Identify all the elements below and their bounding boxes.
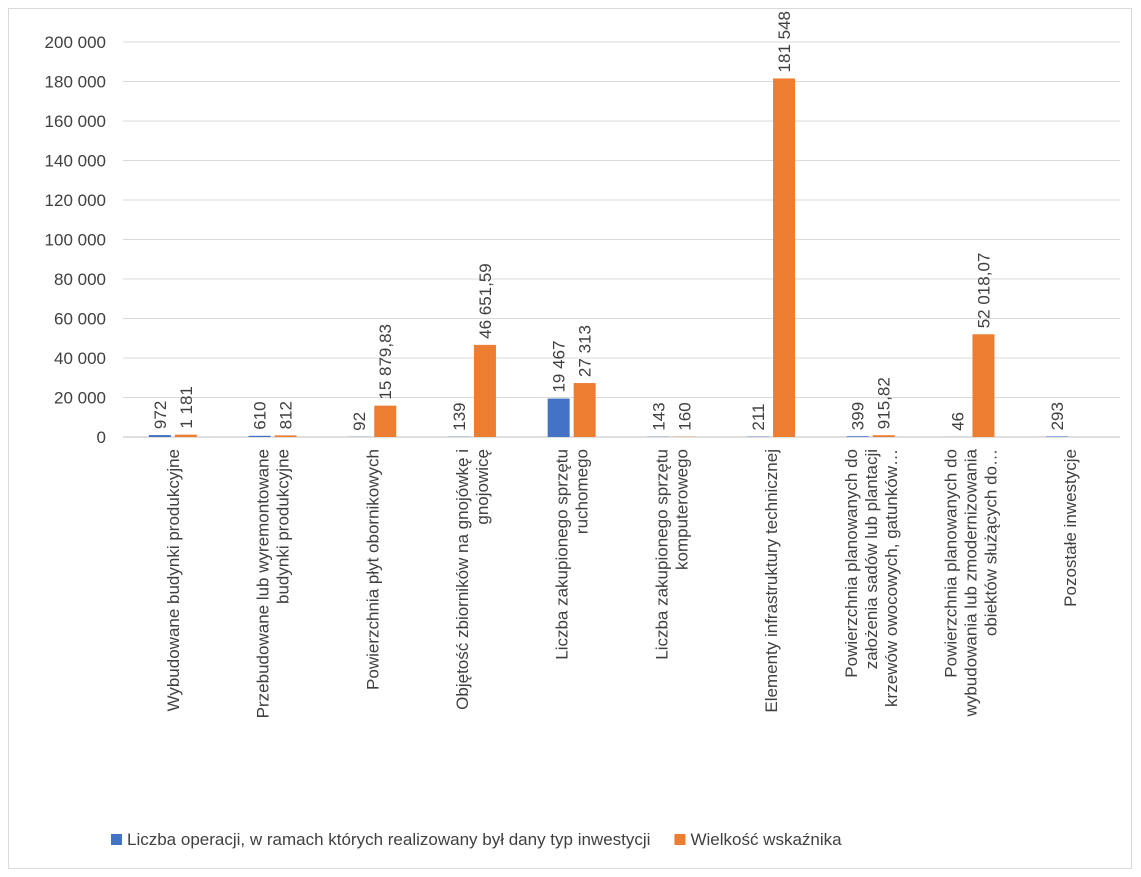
y-tick-label: 80 000 — [54, 270, 106, 289]
data-label-indicator: 1 181 — [177, 386, 196, 429]
category-label: Liczba zakupionego sprzętu — [553, 449, 572, 660]
bar-indicator — [274, 435, 297, 437]
x-axis: Wybudowane budynki produkcyjne Przebudowa… — [164, 448, 1080, 718]
category-label: budynki produkcyjne — [274, 449, 293, 604]
bar-indicator — [872, 435, 895, 437]
bars — [148, 78, 1069, 438]
bar-operations — [148, 435, 171, 437]
legend-swatch-operations — [111, 834, 122, 845]
category-label: Wybudowane budynki produkcyjne — [164, 449, 183, 712]
bar-operations — [547, 398, 570, 437]
bar-operations — [1046, 436, 1069, 437]
category-label: gnojowicę — [473, 449, 492, 525]
bar-operations — [846, 436, 869, 437]
data-label-indicator: 27 313 — [576, 325, 595, 377]
y-tick-label: 120 000 — [45, 191, 106, 210]
data-label-indicator: 46 651,59 — [476, 263, 495, 339]
category-label: wybudowania lub zmodernizowania — [961, 448, 980, 717]
data-label-operations: 139 — [450, 402, 469, 430]
category-label: Objętość zbiorników na gnojówkę i — [453, 449, 472, 710]
data-label-operations: 211 — [749, 403, 768, 430]
y-tick-label: 140 000 — [45, 152, 106, 171]
bar-indicator — [773, 78, 796, 438]
bar-indicator — [374, 405, 397, 437]
data-label-operations: 143 — [649, 402, 668, 430]
category-label: krzewów owocowych, gatunków… — [882, 449, 901, 707]
category-label: Powierzchnia planowanych do — [941, 449, 960, 678]
data-label-operations: 399 — [849, 402, 868, 430]
bar-indicator — [174, 434, 197, 437]
category-label: Powierzchnia płyt obornikowych — [363, 449, 382, 690]
y-tick-label: 180 000 — [45, 73, 106, 92]
data-label-operations: 972 — [151, 401, 170, 429]
gridlines — [123, 41, 1120, 438]
data-label-indicator: 812 — [277, 401, 296, 429]
category-label: Przebudowane lub wyremontowane — [254, 449, 273, 718]
category-label: Powierzchnia planowanych do — [842, 449, 861, 678]
category-label: komputerowego — [672, 449, 691, 570]
category-label: Pozostałe inwestycje — [1061, 449, 1080, 607]
category-label: Liczba zakupionego sprzętu — [652, 449, 671, 660]
data-label-indicator: 915,82 — [875, 377, 894, 429]
y-tick-label: 40 000 — [54, 349, 106, 368]
y-tick-label: 20 000 — [54, 389, 106, 408]
data-label-operations: 293 — [1048, 402, 1067, 430]
legend-label-operations: Liczba operacji, w ramach których realiz… — [127, 830, 650, 849]
bar-indicator — [573, 383, 596, 437]
y-tick-label: 160 000 — [45, 112, 106, 131]
data-label-operations: 19 467 — [550, 341, 569, 393]
data-label-indicator: 15 879,83 — [376, 324, 395, 400]
data-label-operations: 610 — [251, 401, 270, 429]
y-tick-label: 100 000 — [45, 231, 106, 250]
y-axis: 0 20 000 40 000 60 000 80 000 100 000 120 000 1… — [45, 33, 106, 447]
category-label: obiektów służących do… — [981, 449, 1000, 636]
category-label: Elementy infrastruktury technicznej — [762, 449, 781, 713]
category-label: założenia sadów lub plantacji — [862, 449, 881, 669]
legend: Liczba operacji, w ramach których realiz… — [111, 830, 842, 849]
data-label-indicator: 52 018,07 — [974, 253, 993, 329]
y-tick-label: 0 — [97, 428, 106, 447]
bar-indicator — [473, 344, 496, 437]
legend-label-indicator: Wielkość wskaźnika — [690, 830, 842, 849]
bar-indicator — [972, 334, 995, 437]
y-tick-label: 200 000 — [45, 33, 106, 52]
legend-swatch-indicator — [674, 834, 686, 845]
y-tick-label: 60 000 — [54, 310, 106, 329]
data-label-indicator: 160 — [675, 402, 694, 430]
data-label-operations: 92 — [350, 412, 369, 431]
data-labels: 972 1 181 610 812 92 15 879,83 139 46 651,59 19 … — [151, 11, 1067, 431]
chart-frame — [8, 8, 1132, 869]
data-label-indicator: 181 548 — [775, 11, 794, 72]
category-label: ruchomego — [573, 449, 592, 534]
data-label-operations: 46 — [948, 412, 967, 431]
bar-operations — [248, 435, 271, 437]
